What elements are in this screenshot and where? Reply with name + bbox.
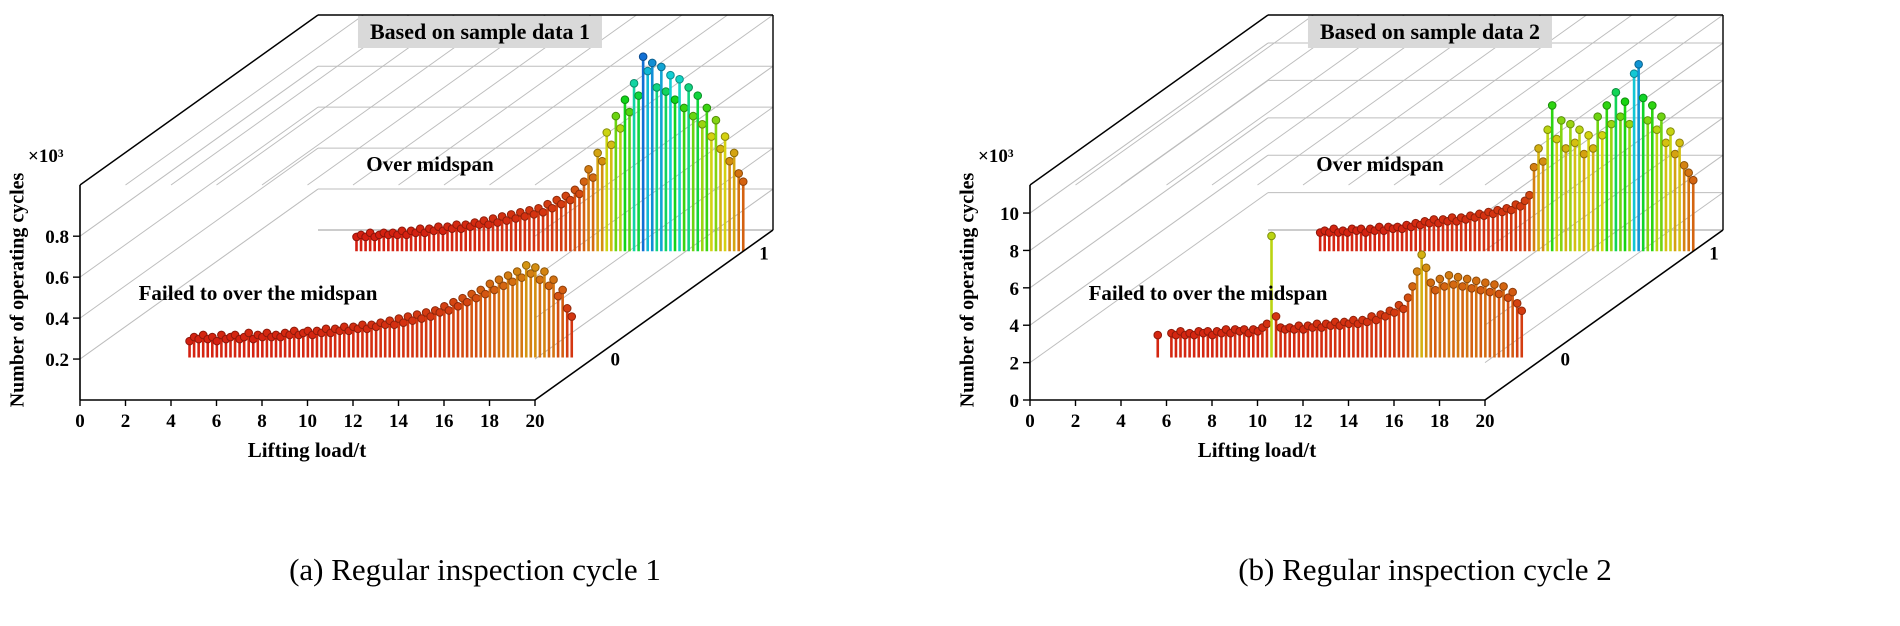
x-axis-label-b: Lifting load/t xyxy=(1197,438,1317,462)
z-axis-scale-label-b: ×10³ xyxy=(978,146,1014,167)
stem3d-canvas-a xyxy=(0,0,950,530)
series-label-failed-midspan-a: Failed to over the midspan xyxy=(138,281,378,305)
chart-title-a: Based on sample data 1 xyxy=(357,16,603,48)
chart-panel-a: Based on sample data 1 Over midspan Fail… xyxy=(0,0,950,587)
subfigure-caption-a: (a) Regular inspection cycle 1 xyxy=(289,552,661,587)
z-axis-label-a: Number of operating cycles xyxy=(6,172,29,408)
stem3d-canvas-b xyxy=(950,0,1900,530)
x-axis-label-a: Lifting load/t xyxy=(247,438,367,462)
subfigure-caption-b: (b) Regular inspection cycle 2 xyxy=(1238,552,1612,587)
z-axis-label-b: Number of operating cycles xyxy=(956,172,979,408)
chart-panel-b: Based on sample data 2 Over midspan Fail… xyxy=(950,0,1900,626)
series-label-over-midspan-b: Over midspan xyxy=(1316,152,1444,176)
series-label-over-midspan-a: Over midspan xyxy=(366,152,494,176)
series-label-failed-midspan-b: Failed to over the midspan xyxy=(1088,281,1328,305)
chart-title-b: Based on sample data 2 xyxy=(1307,16,1553,48)
z-axis-scale-label-a: ×10³ xyxy=(28,146,64,167)
